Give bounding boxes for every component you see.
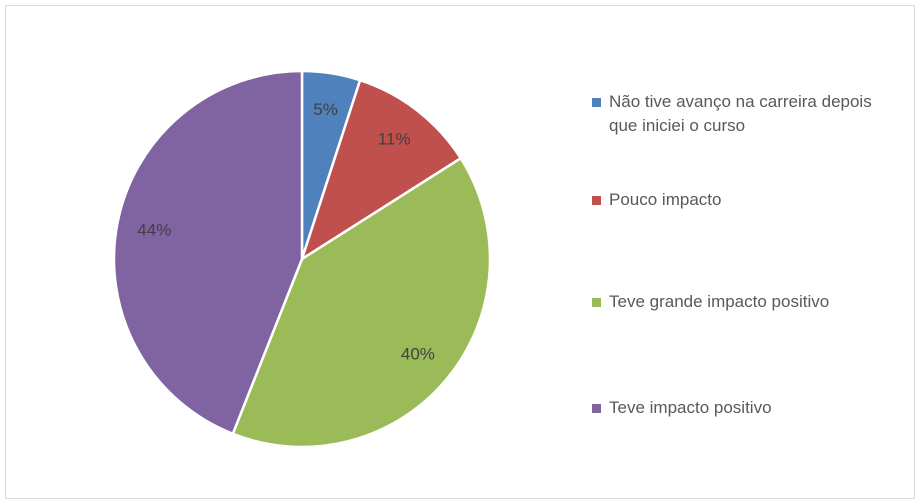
legend-label: Teve grande impacto positivo [609, 292, 830, 311]
legend-item: Teve grande impacto positivo [592, 290, 882, 314]
legend-swatch [592, 298, 601, 307]
legend-label: Pouco impacto [609, 190, 722, 209]
pie-slice [112, 69, 304, 436]
legend-label: Teve impacto positivo [609, 398, 772, 417]
legend-item: Não tive avanço na carreira depois que i… [592, 90, 882, 138]
legend-item: Pouco impacto [592, 188, 882, 212]
data-label: 11% [378, 130, 411, 149]
data-label: 5% [313, 100, 338, 119]
pie-slice [299, 78, 463, 262]
legend-item: Teve impacto positivo [592, 396, 882, 420]
legend-swatch [592, 98, 601, 107]
legend-label: Não tive avanço na carreira depois que i… [609, 92, 872, 135]
legend-swatch [592, 196, 601, 205]
legend-swatch [592, 404, 601, 413]
data-label: 40% [401, 344, 435, 363]
pie-slice [231, 156, 492, 449]
data-label: 44% [137, 220, 171, 239]
